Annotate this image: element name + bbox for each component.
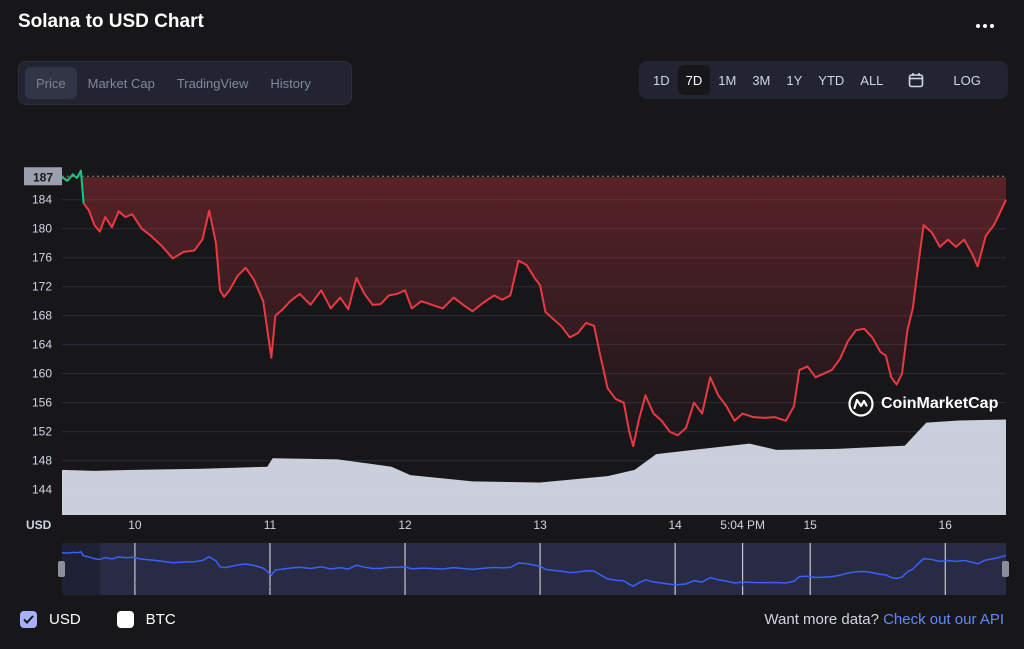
btc-checkbox[interactable] xyxy=(116,611,134,628)
y-tick-label: 184 xyxy=(32,193,52,207)
range-3m[interactable]: 3M xyxy=(752,72,771,88)
range-all[interactable]: ALL xyxy=(860,72,884,88)
y-tick-label: 172 xyxy=(32,280,52,294)
y-tick-label: 152 xyxy=(32,425,52,439)
navigator-label: 5:04 PM xyxy=(722,578,763,590)
calendar-icon[interactable] xyxy=(891,65,941,95)
tab-price[interactable]: Price xyxy=(25,67,77,99)
range-7d[interactable]: 7D xyxy=(677,65,711,95)
x-tick-label: 15 xyxy=(803,518,817,532)
x-tick-label: 5:04 PM xyxy=(720,518,765,532)
api-link[interactable]: Check out our API xyxy=(883,611,1004,628)
api-promo: Want more data? Check out our API xyxy=(764,611,1004,628)
y-tick-label: 180 xyxy=(32,222,52,236)
chart-tabs: Price Market Cap TradingView History xyxy=(18,61,352,105)
navigator-label: 12 xyxy=(399,578,411,590)
currency-legend: USD BTC xyxy=(20,611,176,628)
range-1y[interactable]: 1Y xyxy=(786,72,803,88)
navigator-selection xyxy=(100,543,1006,595)
price-area-fill xyxy=(62,170,1006,447)
y-tick-label: 168 xyxy=(32,309,52,323)
navigator-label: 11 xyxy=(264,578,275,590)
check-icon xyxy=(23,615,34,624)
coinmarketcap-watermark: CoinMarketCap xyxy=(848,391,998,417)
current-price-label: 187 xyxy=(33,170,53,184)
current-price-badge xyxy=(24,167,62,186)
y-tick-label: 176 xyxy=(32,251,52,265)
volume-area xyxy=(62,419,1006,515)
btc-label: BTC xyxy=(145,611,176,628)
x-tick-label: 14 xyxy=(668,518,682,532)
x-tick-label: 12 xyxy=(398,518,412,532)
x-tick-label: 11 xyxy=(264,518,277,532)
coinmarketcap-logo-icon xyxy=(848,391,874,417)
x-tick-label: 13 xyxy=(533,518,547,532)
x-tick-label: 16 xyxy=(939,518,953,532)
price-line-down xyxy=(82,199,1007,448)
range-1d[interactable]: 1D xyxy=(653,72,670,88)
range-selector: 1D 7D 1M 3M 1Y YTD ALL LOG xyxy=(639,61,1008,99)
price-chart: 144 148 152 156 160 164 168 172 176 180 184 187 USD… xyxy=(24,167,1009,595)
x-axis-unit-label: USD xyxy=(26,518,52,532)
range-ytd[interactable]: YTD xyxy=(818,72,845,88)
tab-market-cap[interactable]: Market Cap xyxy=(87,75,155,91)
y-tick-label: 160 xyxy=(32,367,52,381)
navigator-handle-right xyxy=(1002,561,1009,577)
navigator-handle-left xyxy=(58,561,65,577)
api-prompt: Want more data? xyxy=(764,611,879,628)
y-tick-label: 144 xyxy=(32,483,52,497)
x-tick-label: 10 xyxy=(128,518,142,532)
navigator-label: 10 xyxy=(129,578,141,590)
tab-tradingview[interactable]: TradingView xyxy=(176,75,249,91)
range-1m[interactable]: 1M xyxy=(718,72,737,88)
watermark-text: CoinMarketCap xyxy=(881,395,999,412)
price-line-up xyxy=(61,169,85,204)
y-tick-label: 148 xyxy=(32,454,52,468)
usd-checkbox[interactable] xyxy=(20,611,37,628)
y-tick-label: 164 xyxy=(32,338,52,352)
page-title: Solana to USD Chart xyxy=(18,11,204,32)
navigator-label: 16 xyxy=(939,578,951,590)
usd-label: USD xyxy=(49,611,81,628)
navigator-line xyxy=(61,551,1007,587)
more-options-icon[interactable] xyxy=(970,14,1000,38)
navigator-label: 13 xyxy=(534,578,546,590)
log-scale-toggle[interactable]: LOG xyxy=(953,72,981,88)
navigator-label: 15 xyxy=(804,578,816,590)
y-tick-label: 156 xyxy=(32,396,52,410)
tab-history[interactable]: History xyxy=(270,75,311,91)
